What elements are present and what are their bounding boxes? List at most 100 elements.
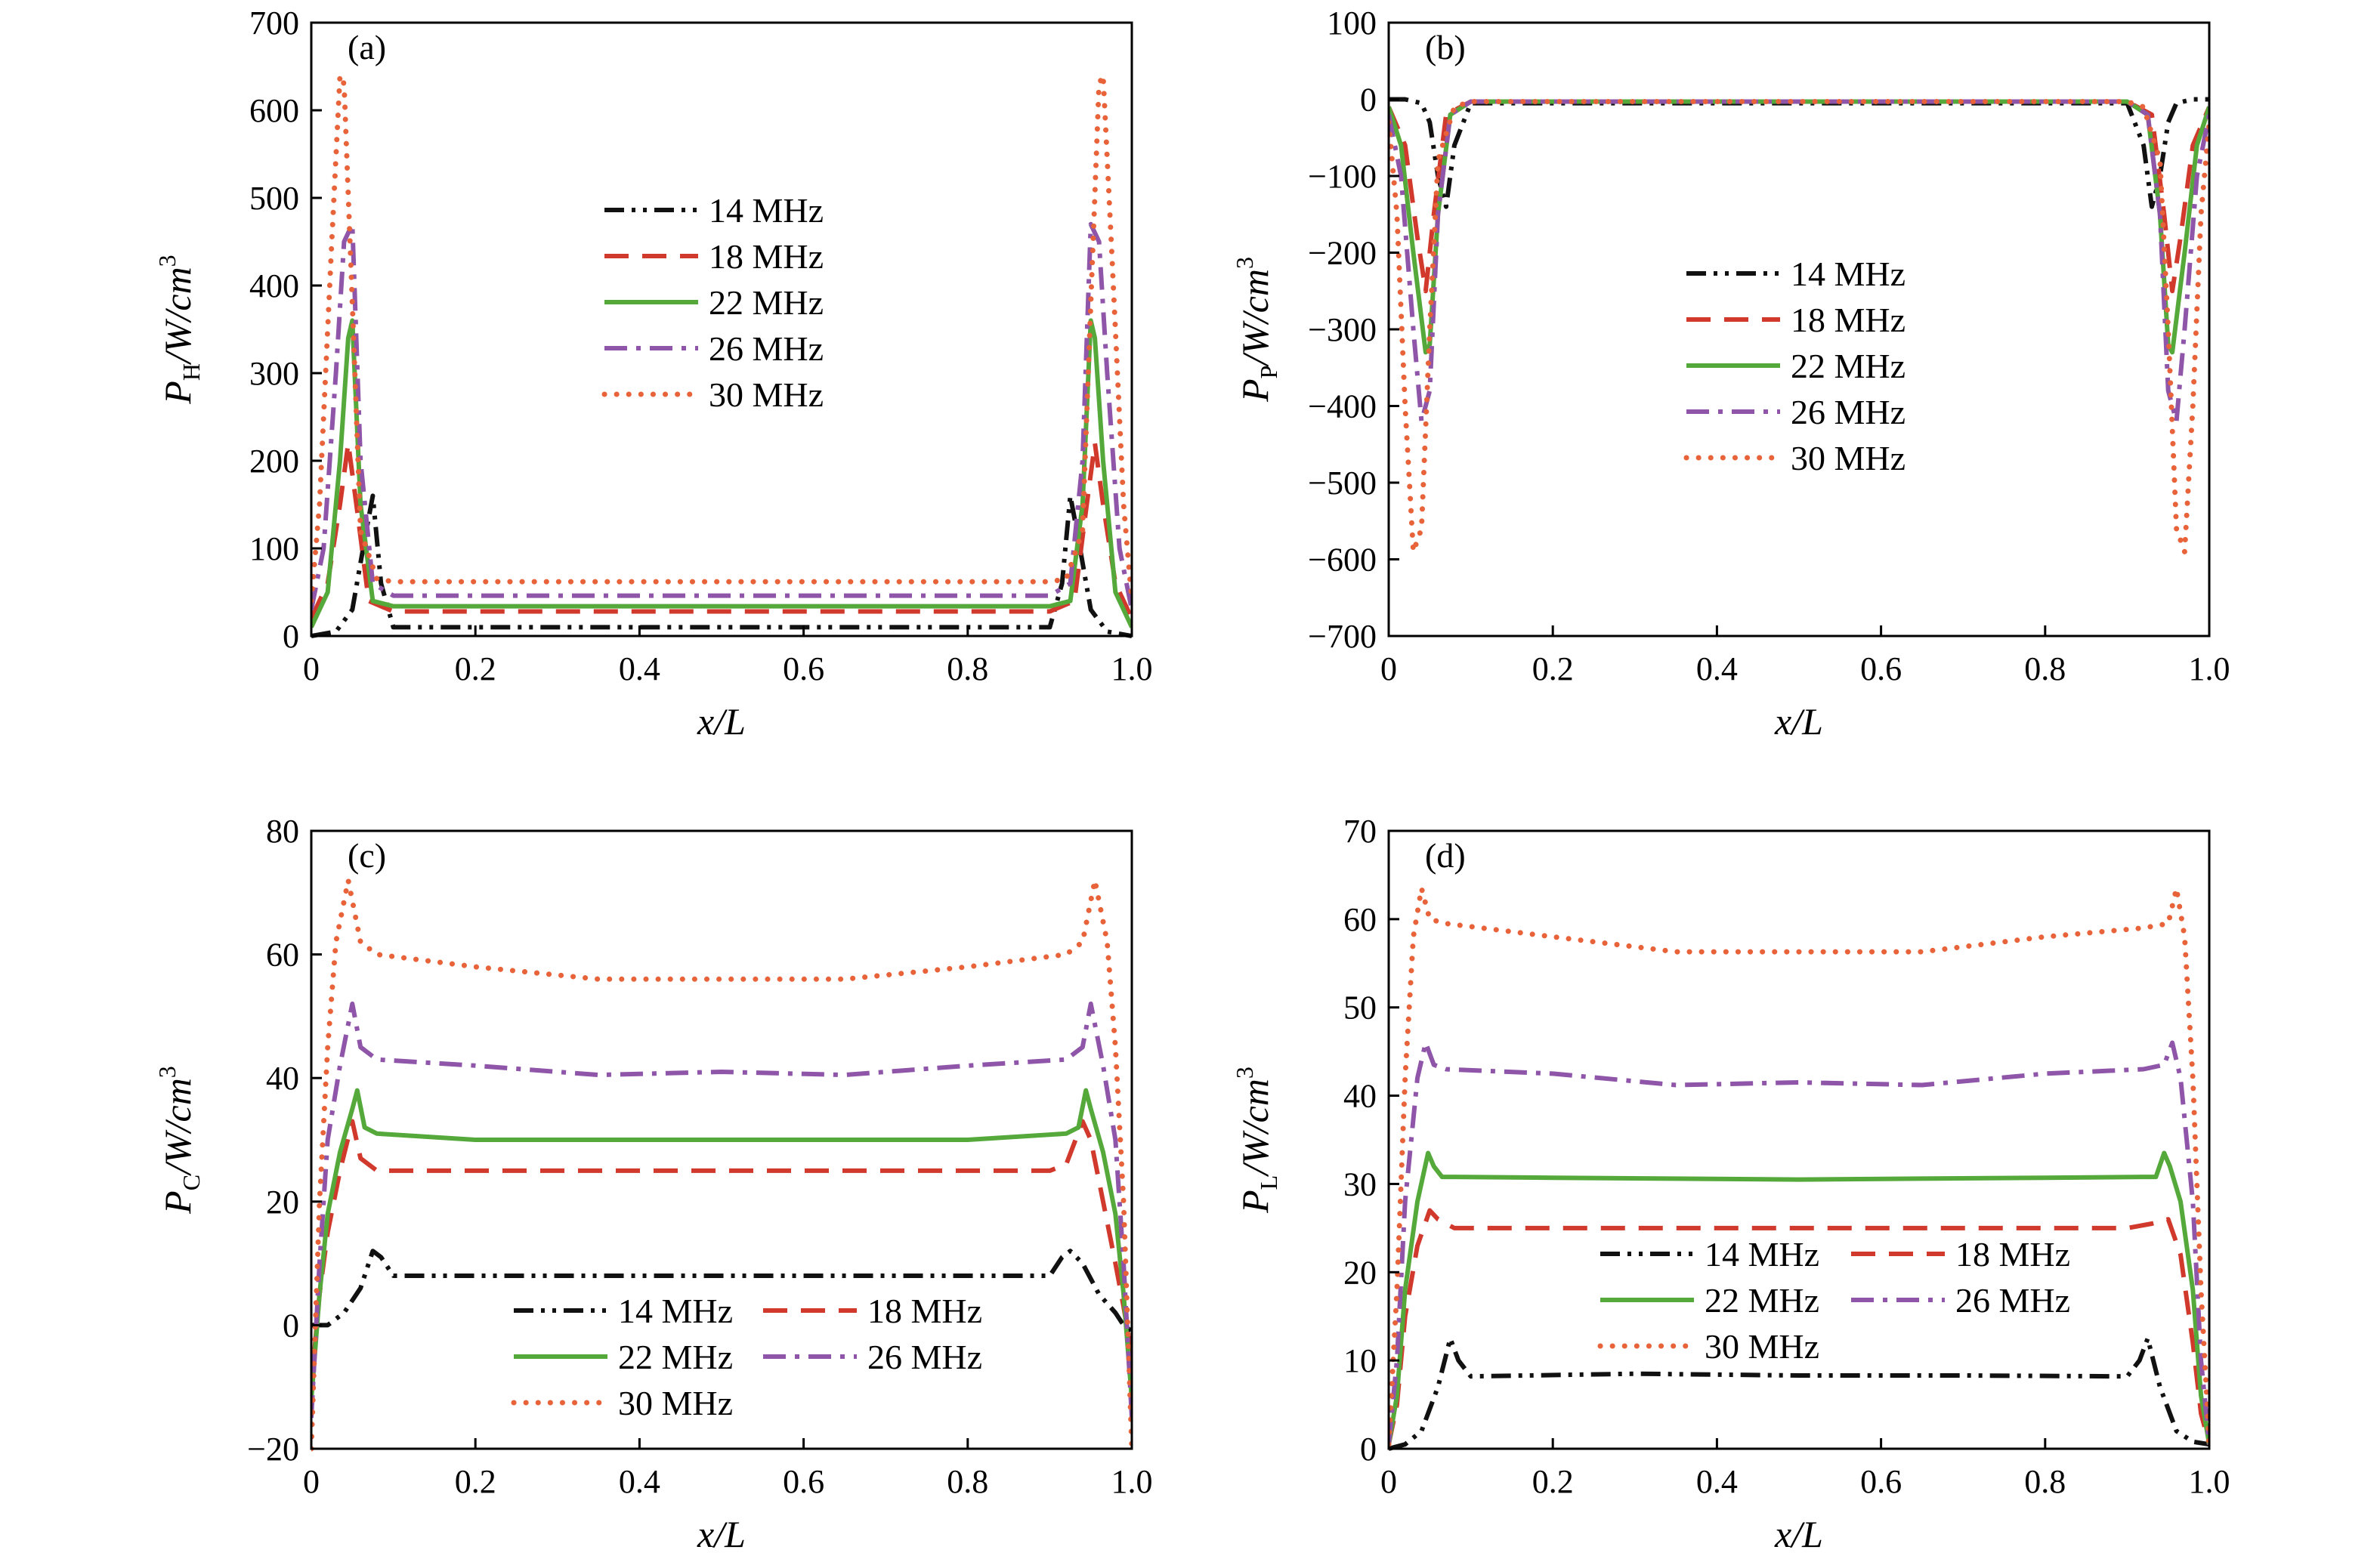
y-tick-label: 0: [283, 1307, 299, 1344]
y-tick-label: −700: [1308, 618, 1377, 655]
y-axis-label-sup: 3: [1231, 257, 1258, 269]
x-tick-label: 0: [1380, 650, 1397, 687]
x-tick-label: 0: [1380, 1463, 1397, 1500]
y-tick-label: 0: [1360, 1431, 1377, 1468]
y-tick-label: 60: [266, 937, 299, 974]
legend-label: 26 MHz: [867, 1338, 982, 1376]
x-tick-label: 0.6: [1860, 650, 1902, 687]
y-tick-label: 60: [1343, 901, 1377, 938]
y-tick-label: 80: [266, 813, 299, 850]
x-tick-label: 0.2: [1532, 650, 1574, 687]
y-axis-label-sub: P: [1255, 366, 1282, 379]
x-tick-label: 0.2: [455, 1463, 496, 1500]
y-tick-label: −20: [247, 1431, 299, 1468]
y-tick-label: 600: [249, 92, 299, 129]
legend-label: 30 MHz: [618, 1384, 733, 1422]
plot-frame: [1387, 829, 2211, 1450]
y-axis-label: PP/W/cm3: [1231, 257, 1282, 403]
legend-label: 22 MHz: [1705, 1281, 1819, 1320]
panel-d: 0 0.2 0.4 0.6 0.8 1.0 0 10 20 30 40 50 60 70 (d) x/L PL/…: [1231, 813, 2230, 1555]
series-line-26-mhz: [1389, 1040, 2209, 1445]
legend-label: 26 MHz: [709, 329, 824, 368]
y-tick-label: −300: [1308, 311, 1377, 348]
x-tick-label: 0.2: [455, 650, 496, 687]
panel-a: 0 0.2 0.4 0.6 0.8 1.0 0 100 200 300 400 500 600 700 (a…: [153, 5, 1153, 742]
y-axis-label-sup: 3: [1231, 1067, 1258, 1079]
legend-label: 30 MHz: [1791, 439, 1906, 477]
legend-label: 26 MHz: [1955, 1281, 2070, 1320]
y-axis-label-main: P: [1234, 378, 1276, 403]
y-axis-label-main: P: [156, 1190, 199, 1215]
series-line-26-mhz: [311, 221, 1132, 610]
y-tick-label: 20: [266, 1184, 299, 1221]
legend-label: 14 MHz: [1705, 1235, 1819, 1274]
y-tick-label: −400: [1308, 388, 1377, 425]
legend-label: 14 MHz: [618, 1292, 733, 1330]
y-tick-label: −100: [1308, 158, 1377, 195]
y-tick-label: 500: [249, 180, 299, 217]
panel-label: (a): [348, 28, 386, 66]
y-tick-label: 70: [1343, 813, 1377, 850]
legend-label: 30 MHz: [709, 375, 824, 414]
x-tick-label: 1.0: [1111, 1463, 1153, 1500]
legend-label: 14 MHz: [709, 191, 824, 230]
legend-label: 18 MHz: [1955, 1235, 2070, 1274]
legend-label: 22 MHz: [618, 1338, 733, 1376]
series-line-14-mhz: [311, 493, 1132, 638]
series-line-22-mhz: [1389, 1150, 2209, 1445]
series-group: [311, 73, 1132, 638]
y-tick-label: 10: [1343, 1342, 1377, 1379]
y-tick-label: 30: [1343, 1165, 1377, 1203]
y-tick-label: 40: [266, 1060, 299, 1097]
y-axis-label-unit: /W/cm: [156, 1078, 199, 1177]
y-tick-label: 300: [249, 355, 299, 392]
y-tick-label: 20: [1343, 1254, 1377, 1291]
legend: 14 MHz 18 MHz 22 MHz 26 MHz 30 MHz: [511, 1292, 982, 1422]
y-axis-label-unit: /W/cm: [1234, 269, 1276, 368]
legend-label: 14 MHz: [1791, 255, 1906, 293]
plot-frame: [310, 21, 1133, 638]
legend: 14 MHz 18 MHz 22 MHz 26 MHz 30 MHz: [1597, 1235, 2070, 1366]
series-line-14-mhz: [1389, 97, 2209, 209]
x-tick-label: 0: [303, 650, 320, 687]
series-line-26-mhz: [1389, 99, 2209, 424]
series-line-18-mhz: [1389, 1208, 2209, 1445]
legend-label: 18 MHz: [1791, 301, 1906, 339]
panel-b: 0 0.2 0.4 0.6 0.8 1.0 −700 −600 −500 −400 −300 −200…: [1231, 5, 2230, 742]
y-axis-label-sup: 3: [153, 1066, 181, 1078]
y-tick-label: −600: [1308, 542, 1377, 579]
legend-label: 22 MHz: [1791, 347, 1906, 385]
series-line-22-mhz: [311, 1088, 1132, 1400]
x-tick-label: 0: [303, 1463, 320, 1500]
series-line-18-mhz: [311, 440, 1132, 620]
x-tick-label: 0.4: [619, 650, 660, 687]
series-line-18-mhz: [311, 1119, 1132, 1388]
y-tick-label: 700: [249, 5, 299, 42]
series-line-30-mhz: [311, 877, 1132, 1452]
panel-label: (d): [1425, 836, 1466, 875]
y-tick-label: 50: [1343, 989, 1377, 1027]
y-tick-label: −200: [1308, 235, 1377, 272]
y-tick-label: 0: [283, 618, 299, 655]
x-tick-label: 0.6: [783, 650, 824, 687]
y-axis-label-sub: C: [178, 1175, 205, 1190]
series-line-26-mhz: [311, 1002, 1132, 1419]
y-tick-label: 0: [1360, 82, 1377, 119]
y-tick-label: 200: [249, 443, 299, 480]
y-tick-label: 400: [249, 267, 299, 304]
x-tick-label: 0.4: [1696, 1463, 1738, 1500]
legend-label: 18 MHz: [867, 1292, 982, 1330]
series-group: [1389, 885, 2209, 1451]
x-axis-label: x/L: [697, 700, 746, 742]
x-tick-label: 0.4: [1696, 650, 1738, 687]
series-line-22-mhz: [311, 318, 1132, 628]
y-axis-label: PH/W/cm3: [153, 255, 205, 404]
y-tick-label: 100: [1327, 5, 1377, 42]
series-line-14-mhz: [1389, 1335, 2209, 1451]
x-axis-label: x/L: [1774, 700, 1823, 742]
legend-label: 18 MHz: [709, 237, 824, 276]
y-axis-label-unit: /W/cm: [156, 267, 199, 366]
panel-label: (c): [348, 836, 386, 875]
y-axis-label-sub: L: [1255, 1175, 1282, 1190]
x-tick-label: 0.8: [2024, 650, 2066, 687]
